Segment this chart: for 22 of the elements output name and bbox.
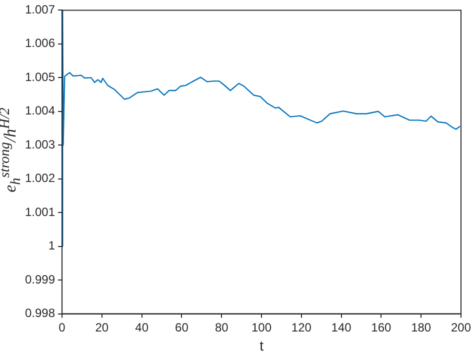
x-tick-label: 80 <box>214 320 229 334</box>
y-tick-label: 0.998 <box>25 306 56 320</box>
x-axis-title: t <box>260 337 264 354</box>
x-tick-label: 180 <box>411 320 432 334</box>
y-tick-label: 1.003 <box>25 137 56 152</box>
x-tick-label: 20 <box>95 320 109 334</box>
x-tick-label: 40 <box>135 320 149 334</box>
y-tick-label: 1.002 <box>25 171 56 186</box>
x-tick-label: 200 <box>450 320 472 334</box>
x-tick-label: 0 <box>58 320 66 334</box>
y-tick-label: 1.004 <box>25 104 56 118</box>
x-tick-label: 160 <box>371 320 392 334</box>
y-tick-label: 1.005 <box>25 70 56 84</box>
y-tick-label: 1 <box>48 238 56 253</box>
y-tick-label: 1.001 <box>25 204 56 219</box>
x-tick-label: 100 <box>251 320 272 334</box>
y-tick-label: 0.999 <box>25 272 56 286</box>
y-tick-label: 1.007 <box>25 2 56 17</box>
y-tick-label: 1.006 <box>25 36 56 50</box>
x-tick-label: 140 <box>331 320 352 334</box>
x-tick-label: 60 <box>175 320 189 334</box>
x-tick-label: 120 <box>291 320 312 334</box>
